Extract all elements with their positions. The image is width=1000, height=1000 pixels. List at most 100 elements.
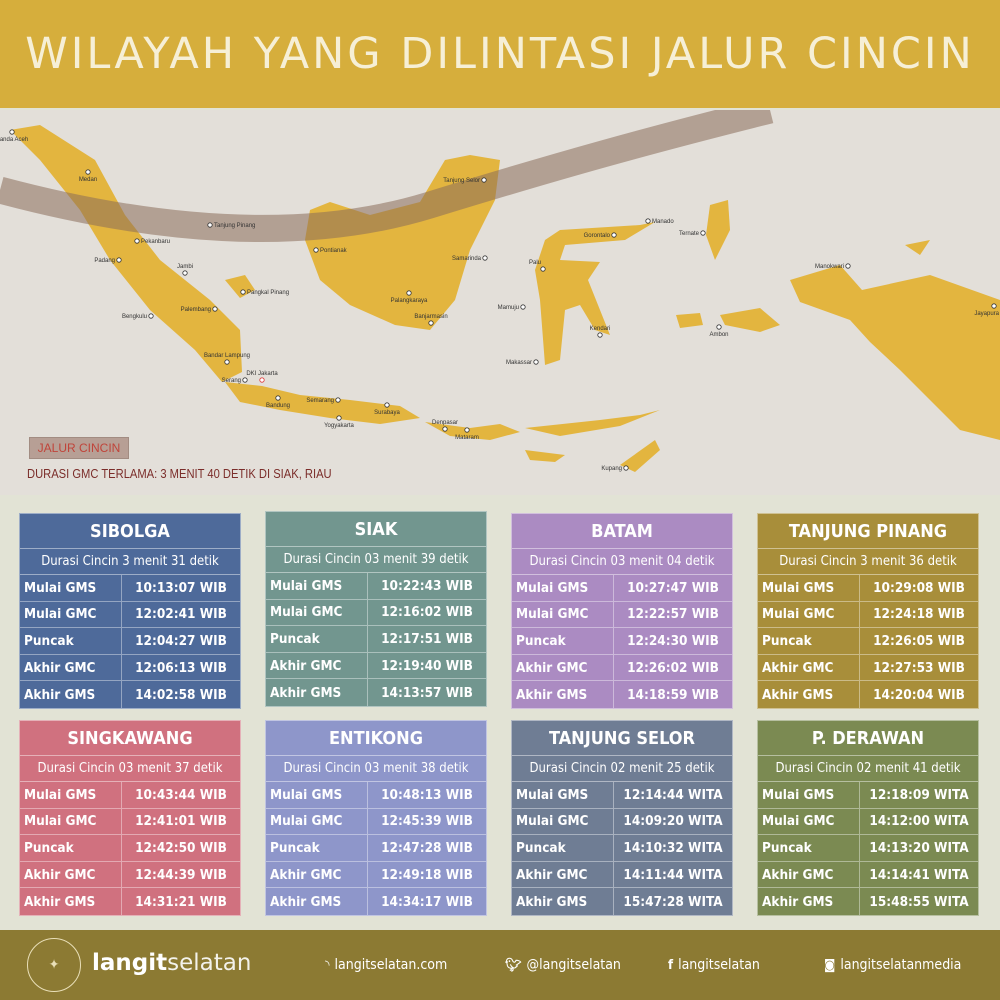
island-shape [790, 265, 1000, 440]
row-label: Akhir GMS [758, 681, 860, 708]
table-row: Akhir GMS 14:18:59 WIB [512, 681, 732, 708]
page-title: WILAYAH YANG DILINTASI JALUR CINCIN [25, 29, 975, 79]
island-shape [10, 125, 242, 382]
card-duration: Durasi Cincin 02 menit 25 detik [512, 756, 732, 782]
row-time: 12:19:40 WIB [381, 657, 473, 674]
row-label: Mulai GMC [512, 808, 614, 835]
card-tanjung-selor: TANJUNG SELOR Durasi Cincin 02 menit 25 d… [511, 720, 733, 916]
row-label: Mulai GMS [20, 575, 122, 601]
table-row: Akhir GMS 14:20:04 WIB [758, 681, 978, 708]
instagram-link[interactable]: ◙ langitselatanmedia [824, 957, 961, 973]
city-label: Kendari [590, 326, 611, 332]
card-duration: Durasi Cincin 03 menit 04 detik [512, 549, 732, 575]
city-label: Pekanbaru [141, 239, 170, 245]
table-row: Puncak 12:04:27 WIB [20, 628, 240, 655]
city-marker: Makassar [506, 359, 539, 366]
city-label: Surabaya [374, 410, 400, 416]
row-label: Akhir GMS [512, 681, 614, 708]
city-marker: Palembang [181, 306, 218, 313]
row-time: 12:24:30 WIB [627, 632, 719, 649]
instagram-label: langitselatanmedia [840, 957, 962, 973]
row-label: Puncak [758, 628, 860, 654]
city-marker: Bandung [266, 395, 290, 409]
table-row: Puncak 12:17:51 WIB [266, 626, 486, 653]
row-time: 12:45:39 WIB [381, 813, 473, 830]
row-time: 12:27:53 WIB [873, 659, 965, 676]
card-title: ENTIKONG [266, 721, 486, 756]
island-shape [620, 440, 660, 472]
table-row: Akhir GMC 14:11:44 WITA [512, 861, 732, 889]
city-label: DKI Jakarta [246, 371, 278, 377]
city-marker: Kendari [590, 326, 611, 338]
card-duration: Durasi Cincin 03 menit 37 detik [20, 756, 240, 782]
row-label: Akhir GMC [758, 654, 860, 681]
row-time: 12:26:05 WIB [873, 632, 965, 649]
city-marker: Palu [529, 260, 546, 272]
table-row: Akhir GMS 15:48:55 WITA [758, 888, 978, 915]
facebook-label: langitselatan [678, 957, 760, 973]
row-time: 10:27:47 WIB [627, 579, 719, 596]
legend-jalur-cincin: JALUR CINCIN [29, 437, 129, 459]
city-label: Kupang [601, 466, 622, 472]
city-marker: Bengkulu [122, 313, 154, 320]
city-label: Palu [529, 260, 541, 266]
city-marker: Jambi [177, 264, 193, 276]
table-row: Mulai GMS 10:48:13 WIB [266, 782, 486, 809]
city-label: Jambi [177, 264, 193, 270]
island-shape [225, 382, 420, 424]
city-marker: Manado [645, 218, 674, 225]
twitter-link[interactable]: 🐦︎ @langitselatan [505, 957, 621, 973]
row-time: 14:10:32 WITA [623, 839, 723, 856]
city-marker: Ternate [679, 230, 706, 237]
row-label: Mulai GMC [758, 808, 860, 835]
city-marker: Gorontalo [584, 232, 617, 239]
table-row: Akhir GMS 15:47:28 WITA [512, 888, 732, 915]
table-row: Puncak 14:13:20 WITA [758, 835, 978, 862]
card-duration: Durasi Cincin 03 menit 39 detik [266, 547, 486, 573]
table-row: Mulai GMC 14:09:20 WITA [512, 808, 732, 836]
row-label: Mulai GMC [20, 808, 122, 835]
row-time: 10:13:07 WIB [135, 579, 227, 596]
city-marker: Ambon [709, 324, 729, 338]
card-duration: Durasi Cincin 3 menit 36 detik [758, 549, 978, 575]
city-marker: Bandar Lampung [204, 353, 250, 365]
row-label: Mulai GMS [758, 782, 860, 808]
table-row: Mulai GMS 12:18:09 WITA [758, 782, 978, 809]
city-label: Gorontalo [584, 233, 611, 239]
island-shape [525, 450, 565, 462]
row-time: 12:02:41 WIB [135, 606, 227, 623]
row-label: Mulai GMC [266, 599, 368, 626]
city-label: Serang [222, 378, 241, 384]
city-marker: Pontianak [313, 247, 348, 254]
card-entikong: ENTIKONG Durasi Cincin 03 menit 38 detik M… [265, 720, 487, 916]
table-row: Akhir GMS 14:34:17 WIB [266, 888, 486, 915]
table-row: Mulai GMC 12:22:57 WIB [512, 601, 732, 629]
city-label: Jayapura [974, 311, 999, 317]
row-time: 14:18:59 WIB [627, 686, 719, 703]
city-marker: Pangkal Pinang [240, 289, 289, 296]
city-marker: Surabaya [374, 402, 401, 416]
city-marker: Jayapura [974, 303, 1000, 317]
indonesia-map: Banda Aceh Medan Tanjung Pinang Pekanbaru Pa… [0, 110, 1000, 495]
row-label: Akhir GMC [512, 654, 614, 681]
website-link[interactable]: ◝ langitselatan.com [325, 957, 447, 973]
city-marker: Palangkaraya [391, 290, 428, 304]
city-marker: Serang [222, 377, 248, 384]
card-singkawang: SINGKAWANG Durasi Cincin 03 menit 37 deti… [19, 720, 241, 916]
row-time: 14:12:00 WITA [869, 813, 969, 830]
city-marker: Semarang [306, 397, 341, 404]
row-time: 12:22:57 WIB [627, 606, 719, 623]
brand-light: selatan [167, 950, 252, 976]
row-label: Mulai GMC [20, 601, 122, 628]
facebook-link[interactable]: f langitselatan [668, 957, 760, 973]
city-label: Bandung [266, 403, 290, 409]
row-time: 12:26:02 WIB [627, 659, 719, 676]
table-row: Mulai GMS 12:14:44 WITA [512, 782, 732, 809]
city-label: Bengkulu [122, 314, 147, 320]
city-label: Banda Aceh [0, 137, 28, 143]
longest-duration-note: DURASI GMC TERLAMA: 3 MENIT 40 DETIK DI … [27, 466, 332, 481]
row-time: 12:06:13 WIB [135, 659, 227, 676]
row-label: Akhir GMC [266, 652, 368, 679]
table-row: Mulai GMS 10:13:07 WIB [20, 575, 240, 602]
row-time: 12:49:18 WIB [381, 866, 473, 883]
